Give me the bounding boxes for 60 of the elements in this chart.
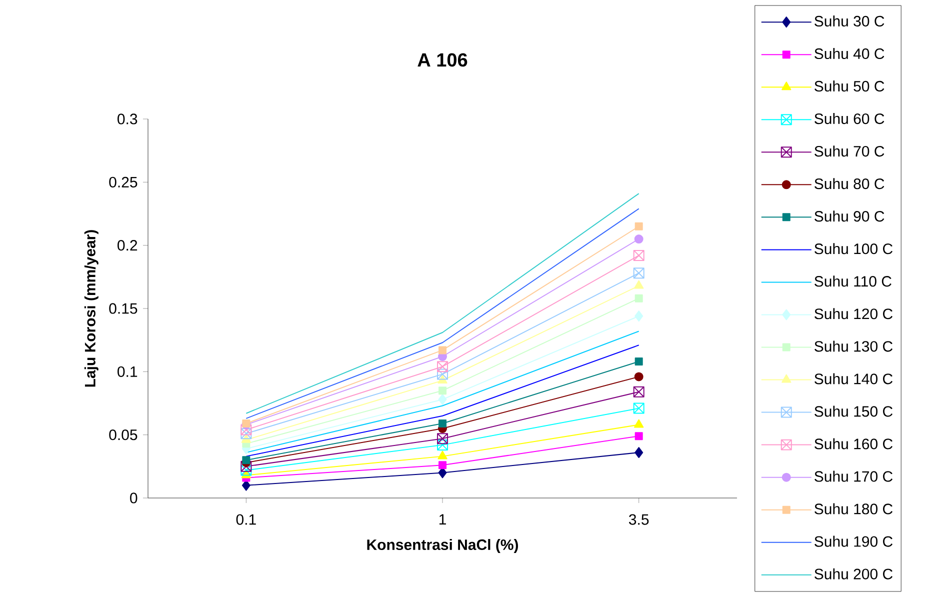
y-tick-label: 0.05 <box>109 430 138 440</box>
legend-label: Suhu 30 C <box>814 16 884 27</box>
legend-label: Suhu 70 C <box>814 146 884 157</box>
point <box>240 424 252 436</box>
point <box>438 386 447 395</box>
legend-label: Suhu 90 C <box>814 210 884 222</box>
point <box>438 461 447 470</box>
point <box>634 234 644 244</box>
point <box>634 294 643 302</box>
point <box>634 280 644 289</box>
point <box>437 361 448 372</box>
point <box>437 439 448 450</box>
legend-label: Suhu 140 C <box>814 373 893 384</box>
y-axis-title: Laju Korosi (mm/year) <box>84 230 98 387</box>
point <box>633 402 644 414</box>
y-tick-label: 0.2 <box>118 240 138 251</box>
point <box>633 250 644 261</box>
legend-label: Suhu 40 C <box>814 48 884 60</box>
point <box>634 372 644 382</box>
x-tick-label: 0.1 <box>236 514 256 525</box>
point <box>634 222 643 230</box>
legend-label: Suhu 120 C <box>814 308 893 320</box>
y-tick-label: 0.3 <box>118 114 138 124</box>
legend-label: Suhu 150 C <box>814 406 893 417</box>
point <box>437 433 448 444</box>
x-axis-title: Konsentrasi NaCl (%) <box>367 539 518 553</box>
x-tick-label: 1 <box>439 514 446 525</box>
legend-label: Suhu 160 C <box>814 438 893 450</box>
legend-label: Suhu 80 C <box>814 178 884 190</box>
y-tick-label: 0.15 <box>109 303 138 314</box>
point <box>242 456 250 464</box>
point <box>240 464 252 476</box>
legend-label: Suhu 60 C <box>814 113 884 124</box>
point <box>240 428 252 440</box>
point <box>437 368 448 380</box>
point <box>438 419 447 428</box>
y-tick-label: 0.1 <box>118 366 138 377</box>
point <box>634 358 643 366</box>
point <box>240 460 252 472</box>
legend-label: Suhu 200 C <box>814 568 893 580</box>
legend-label: Suhu 100 C <box>814 243 893 254</box>
y-tick-label: 0.25 <box>109 176 138 188</box>
legend-label: Suhu 180 C <box>814 503 893 514</box>
point <box>633 386 644 398</box>
point <box>634 447 644 458</box>
x-tick-label: 3.5 <box>628 514 649 525</box>
point <box>634 419 644 428</box>
point <box>633 268 644 279</box>
point <box>438 450 448 460</box>
y-tick-label: 0 <box>130 492 138 504</box>
legend-label: Suhu 110 C <box>814 276 892 287</box>
point <box>438 346 447 354</box>
point <box>438 394 447 405</box>
chart-title: A 106 <box>418 53 468 67</box>
legend-label: Suhu 170 C <box>814 470 893 482</box>
legend-label: Suhu 190 C <box>814 536 893 547</box>
legend-label: Suhu 50 C <box>814 80 884 92</box>
point <box>634 310 644 322</box>
point <box>634 432 643 440</box>
legend-label: Suhu 130 C <box>814 340 893 352</box>
